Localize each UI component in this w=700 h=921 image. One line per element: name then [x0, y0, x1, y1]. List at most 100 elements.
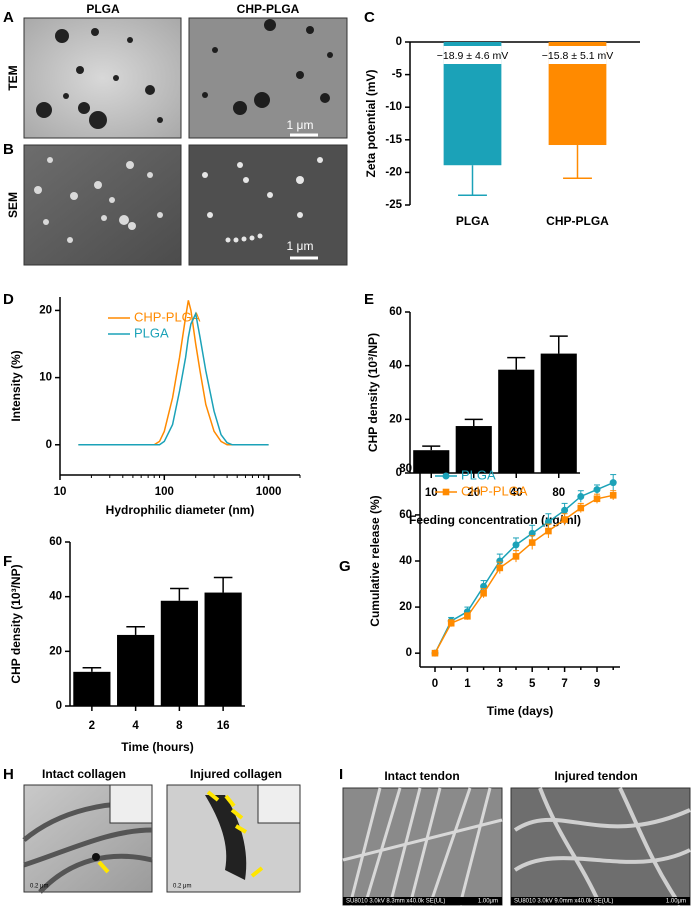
y-tick-label: -15: [385, 134, 402, 146]
x-tick-label: 10: [54, 486, 67, 498]
legend-label: CHP-PLGA: [134, 309, 201, 324]
y-tick-label: 40: [389, 360, 402, 372]
scale-bar-label: 1.00μm: [478, 899, 498, 905]
tendon-image: [342, 787, 503, 906]
scale-bar-label: 0.2 μm: [173, 884, 191, 890]
marker: [561, 516, 568, 523]
y-tick-label: -10: [385, 101, 402, 113]
panel-letter: F: [3, 553, 12, 570]
row-label: TEM: [6, 65, 20, 90]
column-label: Injured collagen: [190, 767, 282, 781]
x-tick-label: 100: [155, 486, 174, 498]
y-tick-label: 0: [46, 439, 52, 451]
y-tick-label: 20: [389, 413, 402, 425]
series-line: [78, 311, 269, 446]
x-tick-label: 20: [467, 487, 480, 499]
y-tick-label: 0: [56, 700, 62, 712]
sem-image: [188, 144, 348, 266]
bar: [160, 600, 198, 706]
column-label: Intact collagen: [42, 767, 126, 781]
y-tick-label: 60: [49, 536, 62, 548]
x-tick-label: 1: [464, 678, 471, 690]
marker: [609, 479, 617, 487]
marker: [512, 541, 520, 549]
y-tick-label: 20: [49, 645, 62, 657]
y-tick-label: 60: [399, 509, 412, 521]
bar: [498, 369, 535, 473]
micrographs-ab: PLGA CHP-PLGA TEM SEM 1 μm 1 μm: [6, 2, 348, 266]
tem-particles: [202, 19, 333, 115]
marker: [577, 492, 585, 500]
legend-label: CHP-PLGA: [461, 483, 528, 498]
marker: [528, 529, 536, 537]
panel-i: Intact tendon Injured tendon SU8010 3.0k…: [342, 769, 691, 907]
panel-letter: A: [3, 9, 14, 26]
bar: [413, 450, 450, 473]
legend-marker: [442, 472, 450, 480]
scale-bar-label: 0.2 μm: [30, 884, 48, 890]
x-tick-label: 16: [217, 720, 230, 732]
marker: [593, 486, 601, 494]
panel-letter: C: [364, 9, 375, 26]
sem-particles: [202, 157, 323, 243]
x-tick-label: 10: [425, 487, 438, 499]
bar: [455, 426, 492, 473]
marker: [609, 492, 617, 499]
column-label: Intact tendon: [384, 769, 459, 783]
legend-label: PLGA: [134, 325, 169, 340]
arrow: [97, 860, 110, 874]
x-tick-label: 7: [561, 678, 567, 690]
scale-bar-label: 1 μm: [287, 118, 314, 132]
marker: [528, 539, 536, 546]
value-label: −15.8 ± 5.1 mV: [542, 50, 613, 62]
column-label: Injured tendon: [554, 769, 637, 783]
bar: [204, 592, 242, 706]
scale-bar-label: 1 μm: [287, 239, 314, 253]
row-label: SEM: [6, 192, 20, 218]
panel-letters: A B C D E F G H I: [3, 9, 375, 783]
panel-letter: D: [3, 291, 14, 308]
y-tick-label: 0: [396, 36, 402, 48]
marker: [545, 527, 552, 535]
x-tick-label: 0: [432, 678, 438, 690]
x-tick-label: PLGA: [456, 214, 490, 228]
marker: [447, 619, 455, 627]
y-tick-label: 80: [399, 463, 412, 475]
value-label-bg: [548, 46, 607, 64]
panel-letter: E: [364, 291, 374, 308]
column-label: CHP-PLGA: [237, 2, 300, 16]
y-tick-label: -5: [392, 69, 403, 81]
panel-letter: B: [3, 141, 14, 158]
marker: [464, 613, 471, 620]
y-axis-label: CHP density (10³/NP): [366, 333, 380, 452]
y-tick-label: 40: [49, 591, 62, 603]
footer-bar: [511, 897, 690, 905]
column-label: PLGA: [86, 2, 120, 16]
y-axis-label: Intensity (%): [9, 350, 23, 421]
marker: [561, 506, 569, 514]
x-tick-label: 40: [510, 487, 523, 499]
value-label: −18.9 ± 4.6 mV: [437, 50, 508, 62]
aggregate: [205, 795, 247, 880]
fibers: [342, 787, 503, 906]
panel-letter: G: [339, 558, 351, 575]
micrograph-footer: SU8010 3.0kV 9.0mm x40.0k SE(UL): [514, 899, 613, 905]
panel-h: Intact collagen Injured collagen 0.2 μm …: [22, 767, 301, 894]
y-tick-label: 20: [399, 601, 412, 613]
sem-image: [23, 144, 182, 266]
bar: [540, 353, 577, 473]
series-line: [434, 481, 614, 654]
x-tick-label: 9: [594, 678, 600, 690]
legend-marker: [442, 488, 450, 496]
y-tick-label: 60: [389, 306, 402, 318]
marker: [431, 649, 439, 657]
marker: [577, 504, 585, 512]
scale-bar-label: 1.00μm: [666, 899, 686, 905]
bar: [117, 634, 155, 706]
particle: [92, 853, 100, 861]
y-tick-label: 10: [39, 372, 52, 384]
x-tick-label: 8: [176, 720, 183, 732]
tem-particles: [36, 28, 163, 129]
marker: [593, 495, 601, 503]
